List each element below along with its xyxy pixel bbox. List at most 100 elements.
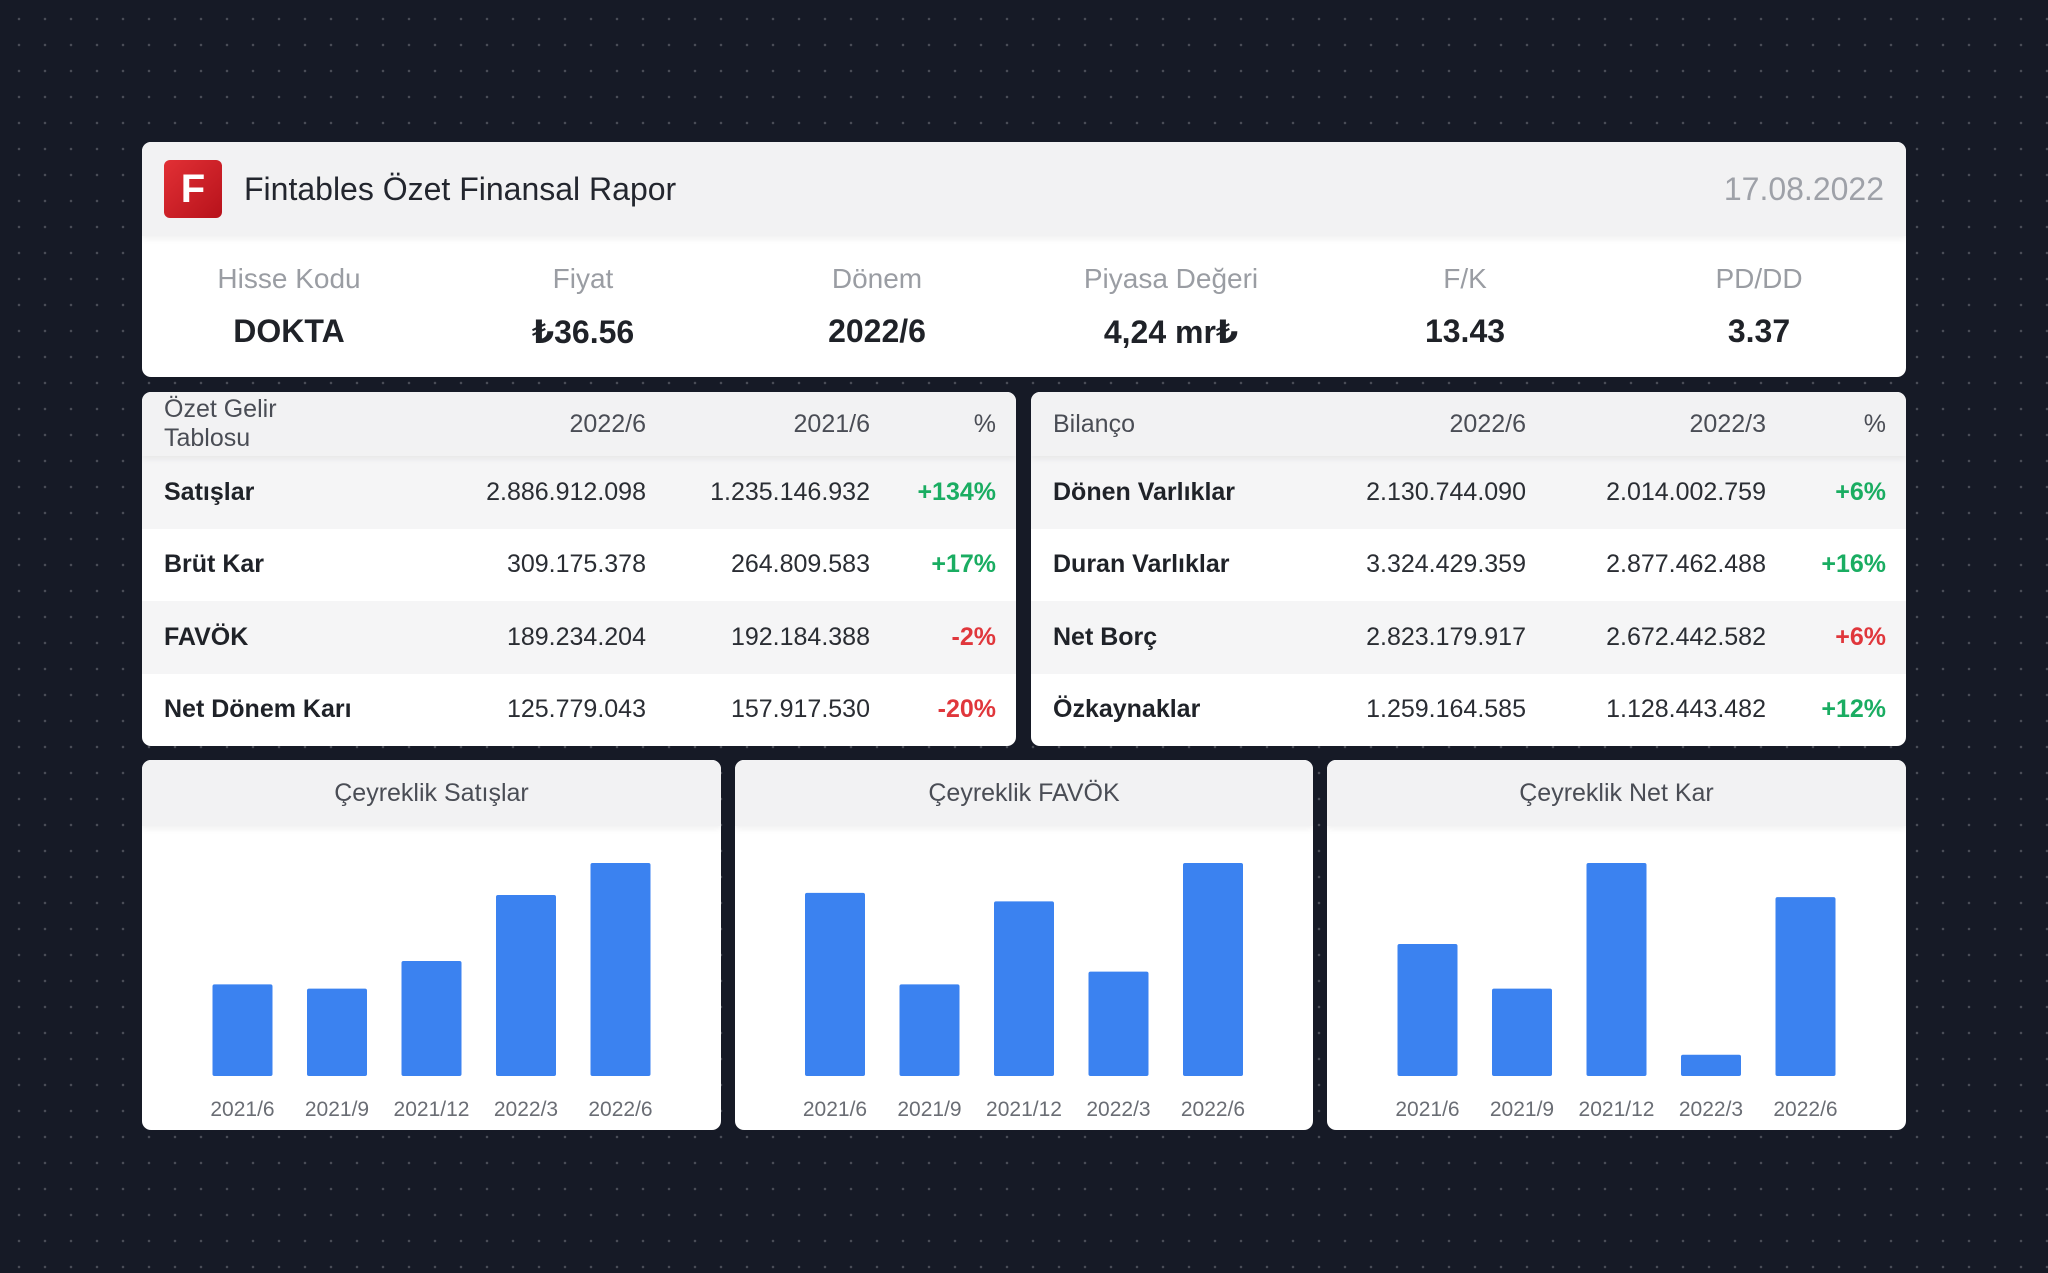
cell-value: 189.234.204 — [506, 622, 646, 651]
row-label: Net Dönem Karı — [164, 695, 352, 724]
quarterly-net-profit-chart: Çeyreklik Net Kar 2021/6 2021/9 2021/12 202… — [1327, 760, 1906, 1130]
bar-2021/9 — [1492, 988, 1552, 1076]
change-percent: +17% — [931, 550, 996, 579]
table-body: Dönen Varlıklar 2.130.744.090 2.014.002.… — [1031, 456, 1906, 746]
cell-value: 192.184.388 — [730, 622, 870, 651]
bar-2021/9 — [307, 988, 367, 1076]
bar-2021/6 — [212, 984, 273, 1076]
x-tick-label: 2021/12 — [986, 1098, 1062, 1121]
x-tick-label: 2021/12 — [1579, 1098, 1655, 1121]
bar-2021/12 — [401, 960, 462, 1076]
cell-value: 2.672.442.582 — [1606, 622, 1766, 651]
table-body: Satışlar 2.886.912.098 1.235.146.932 +13… — [142, 456, 1016, 746]
chart-title: Çeyreklik FAVÖK — [735, 760, 1313, 826]
cell-value: 2.886.912.098 — [486, 477, 646, 506]
cell-value: 1.128.443.482 — [1606, 695, 1766, 724]
column-header: % — [1863, 409, 1886, 438]
change-percent: +6% — [1835, 477, 1886, 506]
metric-pb-ratio: PD/DD 3.37 — [1612, 263, 1906, 350]
column-header: Özet Gelir Tablosu — [164, 395, 277, 452]
column-header: 2021/6 — [793, 409, 870, 438]
chart-plot: 2021/6 2021/9 2021/12 2022/3 2022/6 — [803, 863, 1245, 1121]
bar-2022/6 — [1183, 863, 1243, 1076]
metric-label: PD/DD — [1715, 263, 1803, 294]
table-row: Satışlar 2.886.912.098 1.235.146.932 +13… — [142, 456, 1016, 529]
report-title: Fintables Özet Finansal Rapor — [244, 170, 677, 207]
x-tick-label: 2021/6 — [210, 1098, 274, 1121]
column-header: % — [973, 409, 996, 438]
metric-market-cap: Piyasa Değeri 4,24 mr₺ — [1024, 263, 1318, 351]
chart-title: Çeyreklik Satışlar — [142, 760, 721, 826]
fintables-logo-icon: F — [164, 160, 222, 218]
column-header: 2022/6 — [1449, 409, 1526, 438]
x-tick-label: 2021/9 — [1490, 1098, 1554, 1121]
x-tick-label: 2022/6 — [1181, 1098, 1245, 1121]
metric-label: Dönem — [831, 263, 923, 294]
metric-price: Fiyat ₺36.56 — [436, 263, 730, 351]
bar-2021/12 — [994, 901, 1054, 1076]
table-row: Duran Varlıklar 3.324.429.359 2.877.462.… — [1031, 529, 1906, 602]
row-label: Özkaynaklar — [1053, 695, 1201, 724]
report-header-bar: F Fintables Özet Finansal Rapor 17.08.20… — [142, 142, 1906, 236]
income-statement-table: Özet Gelir Tablosu 2022/6 2021/6 % Satış… — [142, 392, 1016, 746]
table-row: Dönen Varlıklar 2.130.744.090 2.014.002.… — [1031, 456, 1906, 529]
change-percent: -20% — [937, 695, 996, 724]
metric-value: 4,24 mr₺ — [1103, 313, 1239, 350]
metric-value: ₺36.56 — [531, 313, 635, 350]
cell-value: 2.014.002.759 — [1606, 477, 1766, 506]
bar-2022/3 — [496, 894, 556, 1076]
chart-plot: 2021/6 2021/9 2021/12 2022/3 2022/6 — [1395, 863, 1838, 1121]
x-tick-label: 2021/12 — [394, 1098, 470, 1121]
table-header: Bilanço 2022/6 2022/3 % — [1031, 392, 1906, 456]
change-percent: +6% — [1835, 622, 1886, 651]
chart-title: Çeyreklik Net Kar — [1327, 760, 1906, 826]
x-tick-label: 2022/3 — [494, 1098, 558, 1121]
quarterly-sales-chart: Çeyreklik Satışlar 2021/6 2021/9 2021/12 20… — [142, 760, 721, 1130]
change-percent: +12% — [1821, 695, 1886, 724]
row-label: Dönen Varlıklar — [1053, 477, 1236, 506]
x-tick-label: 2021/9 — [305, 1098, 369, 1121]
x-tick-label: 2022/3 — [1086, 1098, 1150, 1121]
chart-plot: 2021/6 2021/9 2021/12 2022/3 2022/6 — [210, 863, 653, 1121]
balance-sheet-table: Bilanço 2022/6 2022/3 % Dönen Varlıklar … — [1031, 392, 1906, 746]
metric-label: Fiyat — [552, 262, 614, 294]
cell-value: 3.324.429.359 — [1366, 550, 1526, 579]
x-tick-label: 2022/6 — [588, 1098, 652, 1121]
row-label: Brüt Kar — [164, 550, 265, 579]
row-label: FAVÖK — [164, 622, 249, 651]
metric-stock-code: Hisse Kodu DOKTA — [142, 263, 436, 350]
x-tick-label: 2021/9 — [897, 1098, 961, 1121]
metric-value: 3.37 — [1727, 313, 1791, 349]
table-header: Özet Gelir Tablosu 2022/6 2021/6 % — [142, 392, 1016, 456]
metric-label: Piyasa Değeri — [1083, 262, 1259, 294]
cell-value: 2.823.179.917 — [1366, 622, 1526, 651]
cell-value: 1.235.146.932 — [710, 477, 870, 506]
column-header: 2022/3 — [1689, 409, 1766, 438]
quarterly-favok-chart: Çeyreklik FAVÖK 2021/6 2021/9 2021/12 2022/… — [735, 760, 1313, 1130]
change-percent: +16% — [1821, 550, 1886, 579]
change-percent: +134% — [917, 477, 996, 506]
row-label: Net Borç — [1053, 622, 1158, 651]
row-label: Satışlar — [164, 477, 255, 506]
table-row: Brüt Kar 309.175.378 264.809.583 +17% — [142, 529, 1016, 602]
bar-2022/3 — [1088, 971, 1149, 1076]
table-row: Özkaynaklar 1.259.164.585 1.128.443.482 … — [1031, 674, 1906, 747]
metric-pe-ratio: F/K 13.43 — [1318, 263, 1612, 350]
bar-2021/9 — [899, 984, 960, 1076]
column-header: Bilanço — [1053, 409, 1135, 438]
metric-value: 2022/6 — [828, 313, 926, 349]
bar-2021/6 — [805, 892, 865, 1076]
table-row: FAVÖK 189.234.204 192.184.388 -2% — [142, 601, 1016, 674]
cell-value: 125.779.043 — [506, 695, 646, 724]
metric-value: DOKTA — [233, 313, 345, 349]
key-metrics: Hisse Kodu DOKTA Fiyat ₺36.56 Dönem 2022… — [142, 236, 1906, 377]
report-date: 17.08.2022 — [1723, 170, 1884, 207]
change-percent: -2% — [951, 622, 996, 651]
cell-value: 1.259.164.585 — [1366, 695, 1526, 724]
x-tick-label: 2021/6 — [803, 1098, 867, 1121]
bar-2022/6 — [590, 863, 651, 1076]
bar-2021/6 — [1397, 943, 1458, 1076]
x-tick-label: 2022/6 — [1773, 1098, 1837, 1121]
bar-2022/6 — [1775, 897, 1836, 1076]
metric-label: F/K — [1443, 263, 1487, 294]
